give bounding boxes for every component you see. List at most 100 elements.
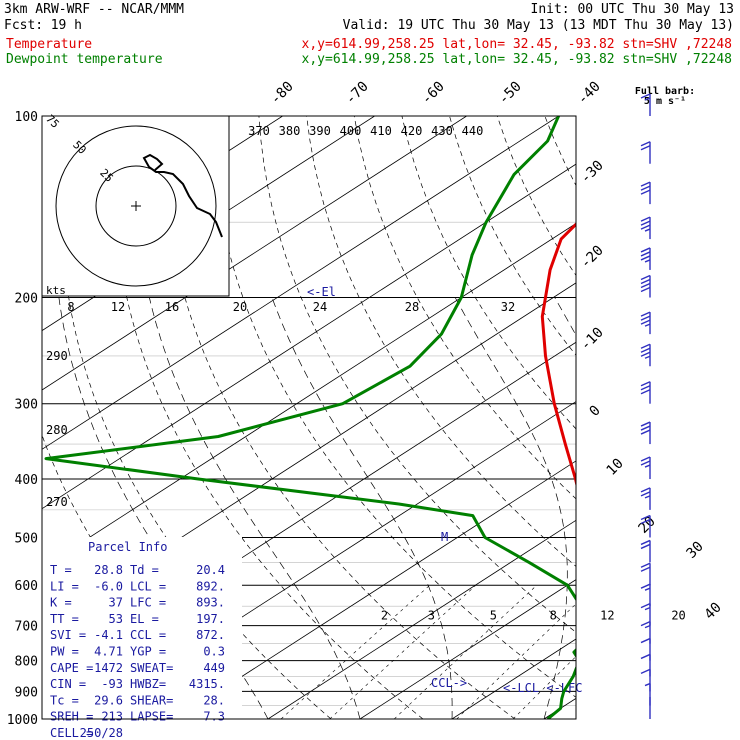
isotherm-line bbox=[543, 697, 576, 719]
parcel-info-row: CAPE = 1472 SWEAT= 449 bbox=[50, 661, 225, 675]
wind-barb-half bbox=[644, 606, 651, 611]
parcel-key: K = bbox=[50, 596, 72, 610]
theta-label: 370 bbox=[248, 124, 270, 138]
hodo-speed-label: 12 bbox=[111, 300, 125, 314]
parcel-info-row: CELL =250/28 bbox=[50, 726, 123, 740]
wind-barb-half bbox=[644, 587, 651, 591]
wind-barb-flag bbox=[640, 286, 651, 293]
pressure-tick-label: 700 bbox=[15, 620, 38, 635]
parcel-value: 213 bbox=[101, 710, 123, 724]
parcel-key: CELL = bbox=[50, 726, 93, 740]
dry-adiabat-line bbox=[61, 116, 332, 719]
parcel-value: 892. bbox=[196, 579, 225, 593]
parcel-key: YGP = bbox=[130, 645, 166, 659]
parcel-info-title: Parcel Info bbox=[88, 540, 167, 554]
wind-barb-flag bbox=[640, 429, 651, 435]
wind-barb bbox=[640, 343, 651, 367]
dry-adiabat-line bbox=[496, 116, 576, 276]
wind-barb-flag bbox=[640, 93, 651, 99]
parcel-value: 1472 bbox=[94, 661, 123, 675]
wind-barb bbox=[640, 487, 651, 510]
parcel-value: 29.6 bbox=[94, 693, 123, 707]
wind-barb-flag bbox=[640, 189, 651, 195]
theta-label: 430 bbox=[431, 124, 453, 138]
wind-barb-half bbox=[644, 495, 651, 499]
mixing-ratio-label: 20 bbox=[671, 609, 685, 623]
isotherm-label: -70 bbox=[343, 79, 372, 108]
wind-barb-flag bbox=[640, 583, 651, 589]
wind-barb-flag bbox=[640, 460, 651, 466]
isotherm-label: 40 bbox=[702, 600, 725, 623]
mixing-ratio-label: 2 bbox=[381, 609, 388, 623]
hodo-speed-label: 16 bbox=[165, 300, 179, 314]
wind-barb-flag bbox=[640, 311, 651, 317]
wind-barb bbox=[640, 539, 651, 563]
parcel-value: 0.3 bbox=[203, 645, 225, 659]
wind-axis-label: 290 bbox=[46, 349, 68, 363]
parcel-value: 28. bbox=[203, 693, 225, 707]
wind-barb bbox=[640, 668, 651, 692]
isotherm-line bbox=[359, 579, 576, 719]
wind-barb-flag bbox=[640, 278, 651, 285]
parcel-key: LAPSE= bbox=[130, 710, 173, 724]
parcel-info-row: T = 28.8 Td = 20.4 bbox=[50, 563, 225, 577]
theta-label: 420 bbox=[401, 124, 423, 138]
wind-axis-label: 280 bbox=[46, 423, 68, 437]
wind-barb bbox=[640, 247, 651, 270]
wind-barb bbox=[644, 682, 651, 706]
isotherm-line bbox=[42, 116, 559, 450]
wind-barb-flag bbox=[640, 224, 651, 230]
parcel-info-row: SVI = -4.1 CCL = 872. bbox=[50, 628, 225, 642]
wind-barb bbox=[640, 93, 651, 116]
parcel-key: SHEAR= bbox=[130, 693, 173, 707]
parcel-value: 4315. bbox=[189, 677, 225, 691]
wind-barb-flag bbox=[640, 220, 651, 226]
isotherm-label: -60 bbox=[419, 79, 448, 108]
dewpoint-legend-label: Dewpoint temperature bbox=[6, 52, 163, 67]
isotherm-label: -30 bbox=[578, 158, 607, 187]
wind-barbs bbox=[640, 93, 651, 719]
parcel-value: -93 bbox=[101, 677, 123, 691]
parcel-value: 449 bbox=[203, 661, 225, 675]
mixing-ratio-label: 5 bbox=[490, 609, 497, 623]
wind-barb-flag bbox=[640, 421, 651, 427]
mixing-ratio-label: 8 bbox=[550, 609, 557, 623]
theta-label: 410 bbox=[370, 124, 392, 138]
theta-label: 440 bbox=[462, 124, 484, 138]
wind-barb-half bbox=[644, 97, 651, 101]
parcel-value: 7.3 bbox=[203, 710, 225, 724]
isotherm-line bbox=[42, 163, 576, 510]
parcel-value: 893. bbox=[196, 596, 225, 610]
wind-barb-flag bbox=[640, 319, 651, 325]
wind-barb bbox=[640, 141, 651, 164]
barb-key-line1: Full barb: bbox=[635, 86, 695, 97]
wind-barb-flag bbox=[640, 562, 651, 568]
wind-barb bbox=[640, 456, 651, 480]
dry-adiabat-line bbox=[593, 116, 740, 719]
parcel-value: 197. bbox=[196, 612, 225, 626]
hodo-speed-label: 20 bbox=[233, 300, 247, 314]
parcel-key: SVI = bbox=[50, 628, 86, 642]
pressure-tick-label: 800 bbox=[15, 655, 38, 670]
theta-label: 390 bbox=[309, 124, 331, 138]
plot-frame bbox=[41, 115, 577, 720]
parcel-key: T = bbox=[50, 563, 72, 577]
pressure-tick-label: 1000 bbox=[7, 713, 38, 728]
dry-adiabat-line bbox=[112, 116, 424, 719]
moist-adiabat-line bbox=[554, 297, 576, 336]
barb-key-line2: 5 m s⁻¹ bbox=[644, 96, 686, 107]
hodo-center bbox=[131, 201, 141, 211]
parcel-key: HWBZ= bbox=[130, 677, 166, 691]
hodo-unit-label: kts bbox=[46, 284, 66, 297]
mixing-ratio-line bbox=[280, 584, 431, 719]
moist-adiabat-line bbox=[271, 297, 453, 719]
wind-barb bbox=[640, 311, 651, 335]
isotherm-labels: 2 3 5 8 12 20-80 -70 -60 -50 -40-30-20-1001020304… bbox=[248, 79, 725, 623]
dewpoint-profile bbox=[44, 116, 576, 719]
isotherm-label: -80 bbox=[268, 79, 297, 108]
valid-time: Valid: 19 UTC Thu 30 May 13 (13 MDT Thu … bbox=[343, 18, 734, 33]
wind-barb-flag bbox=[640, 491, 651, 497]
parcel-key: CAPE = bbox=[50, 661, 93, 675]
